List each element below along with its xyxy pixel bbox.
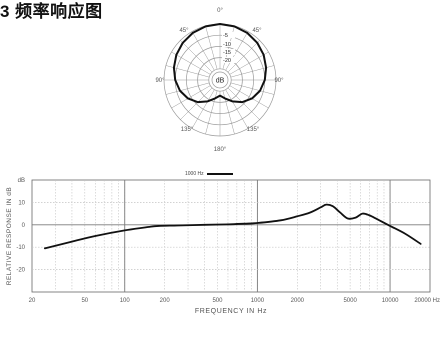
polar-center-ring: [211, 71, 229, 89]
polar-spoke: [227, 40, 260, 73]
polar-spoke: [180, 87, 213, 120]
polar-angle-label: 90°: [274, 78, 284, 84]
polar-spoke: [171, 85, 211, 109]
polar-spoke: [229, 85, 269, 109]
x-tick-label: 50: [81, 298, 88, 304]
polar-spoke: [191, 89, 215, 129]
x-axis-title: FREQUENCY IN Hz: [195, 308, 267, 315]
x-tick-label: 10000: [382, 298, 399, 304]
x-tick-label: 100: [120, 298, 131, 304]
polar-ring-label: -5: [223, 33, 228, 39]
polar-spoke: [225, 89, 249, 129]
plot-frame: [31, 179, 431, 293]
polar-spoke: [205, 25, 218, 70]
polar-angle-label: 45°: [252, 28, 262, 34]
polar-db-label: dB: [216, 78, 225, 85]
polar-spoke: [230, 65, 275, 78]
polar-ring-label-bg: [222, 49, 235, 55]
polar-spoke: [191, 31, 215, 71]
y-axis-title: RELATIVE RESPONSE IN dB: [6, 187, 13, 285]
polar-angle-label: 135°: [247, 127, 260, 133]
polar-spoke: [227, 87, 260, 120]
polar-angle-label: 135°: [181, 127, 194, 133]
x-tick-label: 2000: [291, 298, 305, 304]
y-tick-label: -20: [16, 268, 25, 274]
polar-spoke: [229, 51, 269, 75]
polar-spoke: [225, 31, 249, 71]
x-tick-label: 1000: [251, 298, 265, 304]
y-tick-label: 10: [18, 200, 25, 206]
frequency-response-curve: [43, 203, 422, 250]
polar-legend: 1000 Hz: [185, 168, 233, 180]
x-tick-label: 5000: [343, 298, 357, 304]
polar-ring-label-bg: [222, 57, 235, 63]
polar-ring-label: -20: [223, 58, 231, 64]
polar-angle-label: 180°: [214, 147, 227, 153]
polar-spoke: [171, 51, 211, 75]
x-tick-label: 20000 Hz: [414, 298, 440, 304]
y-tick-label: 0: [22, 223, 26, 229]
y-unit-label: dB: [18, 178, 25, 184]
polar-ring-label-bg: [222, 41, 235, 47]
polar-angle-label: 0°: [217, 8, 223, 14]
polar-ring-label: -10: [223, 42, 231, 48]
x-tick-label: 20: [29, 298, 36, 304]
polar-spoke: [165, 65, 210, 78]
legend-label-1000hz: 1000 Hz: [185, 171, 204, 177]
polar-angle-label: 90°: [155, 78, 165, 84]
polar-curve-1000hz: [172, 23, 268, 104]
x-tick-label: 500: [212, 298, 223, 304]
page-title: 3 频率响应图: [0, 2, 103, 21]
polar-spoke: [230, 82, 275, 95]
polar-angle-label: 45°: [179, 28, 189, 34]
polar-spoke: [180, 40, 213, 73]
y-tick-label: -10: [16, 245, 25, 251]
x-tick-label: 200: [160, 298, 171, 304]
polar-ring-label: -15: [223, 50, 231, 56]
polar-spoke: [165, 82, 210, 95]
polar-ring-label-bg: [222, 32, 235, 38]
legend-line-swatch: [206, 173, 233, 175]
polar-pattern-chart: 0° 45° 45° 90° 90° 135° 135° 180° -5 -10 -15 -20 dB: [155, 8, 284, 153]
